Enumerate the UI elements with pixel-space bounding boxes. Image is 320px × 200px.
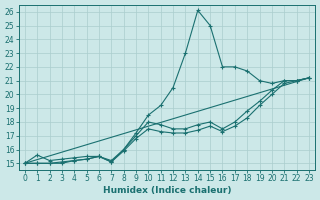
- X-axis label: Humidex (Indice chaleur): Humidex (Indice chaleur): [103, 186, 231, 195]
